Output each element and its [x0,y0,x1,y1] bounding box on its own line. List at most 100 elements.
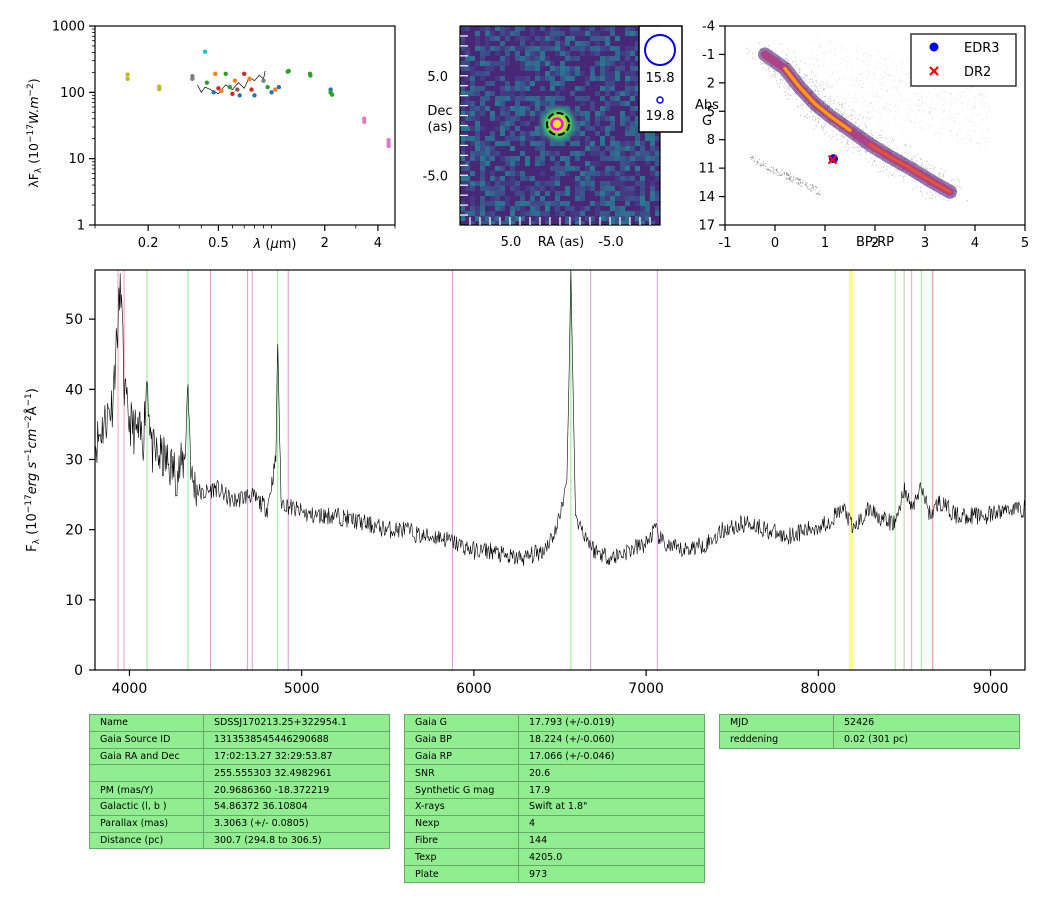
image-pixel [465,56,470,61]
image-pixel [585,141,590,146]
image-pixel [600,171,605,176]
image-pixel [555,96,560,101]
hr-ytick-label: -1 [702,48,715,63]
hr-field-star [851,142,854,144]
hr-field-star [768,45,770,47]
image-pixel [560,151,565,156]
image-pixel [470,46,475,51]
hr-wd-star [769,169,771,171]
image-pixel [465,191,470,196]
image-pixel [490,91,495,96]
image-pixel [490,71,495,76]
image-pixel [500,181,505,186]
hr-field-star [918,104,920,106]
image-pixel [560,31,565,36]
hr-field-star [855,78,857,80]
image-pixel [510,156,515,161]
hr-field-star [862,86,864,88]
image-pixel [610,151,615,156]
image-pixel [490,46,495,51]
hr-field-star [900,61,902,63]
hr-field-star [864,124,867,126]
hr-field-star [911,121,913,123]
image-pixel [515,76,520,81]
image-pixel [505,86,510,91]
image-pixel [500,151,505,156]
image-pixel [465,41,470,46]
hr-field-star [885,90,887,92]
image-pixel [510,51,515,56]
hr-field-star [981,106,983,108]
image-pixel [475,211,480,216]
image-pixel [520,96,525,101]
image-pixel [605,206,610,211]
image-pixel [505,96,510,101]
hr-field-star [980,94,982,96]
image-pixel [645,151,650,156]
hr-field-star [848,143,850,146]
hr-wd-star [759,165,762,167]
hr-field-star [918,99,920,101]
hr-field-star [811,78,813,81]
hr-field-star [860,47,862,49]
hr-field-star [787,88,789,90]
image-pixel [620,201,625,206]
image-pixel [530,206,535,211]
image-pixel [480,76,485,81]
image-pixel [525,106,530,111]
image-pixel [585,91,590,96]
hr-wd-star [815,185,817,188]
hr-field-star [896,89,898,91]
hr-field-star [948,131,950,133]
image-pixel [575,171,580,176]
image-pixel [495,146,500,151]
hr-field-star [976,143,978,145]
image-pixel [610,111,615,116]
image-pixel [605,161,610,166]
sed-point [247,76,252,81]
sed-point [227,84,233,90]
image-pixel [500,116,505,121]
image-pixel [555,46,560,51]
hr-field-star [838,92,840,94]
image-pixel [530,166,535,171]
hr-wd-star [812,187,814,189]
image-pixel [570,176,575,181]
image-pixel [525,41,530,46]
image-pixel [500,61,505,66]
image-pixel [620,156,625,161]
hr-field-star [901,153,903,156]
hr-field-star [788,87,791,89]
image-pixel [640,191,645,196]
info-key [89,764,204,783]
image-pixel [605,181,610,186]
image-pixel [640,206,645,211]
image-pixel [590,201,595,206]
image-pixel [475,201,480,206]
hr-field-star [837,110,840,112]
hr-wd-star [785,177,788,179]
hr-field-star [854,117,856,119]
hr-wd-star [750,156,752,158]
image-pixel [500,51,505,56]
info-row: Gaia G 17.793 (+/-0.019) [404,714,705,732]
image-pixel [490,181,495,186]
hr-field-star [916,186,918,188]
image-pixel [560,161,565,166]
image-pixel [590,161,595,166]
hr-field-star [751,57,753,59]
sed-point [219,88,224,94]
hr-field-star [875,93,877,95]
image-pixel [525,136,530,141]
hr-field-star [919,105,921,107]
image-pixel [545,26,550,31]
image-pixel [605,61,610,66]
image-pixel [610,71,615,76]
image-pixel [470,66,475,71]
image-pixel [465,141,470,146]
image-pixel [485,186,490,191]
hr-field-star [919,120,921,122]
image-pixel [475,106,480,111]
image-pixel [465,176,470,181]
image-pixel [510,71,515,76]
